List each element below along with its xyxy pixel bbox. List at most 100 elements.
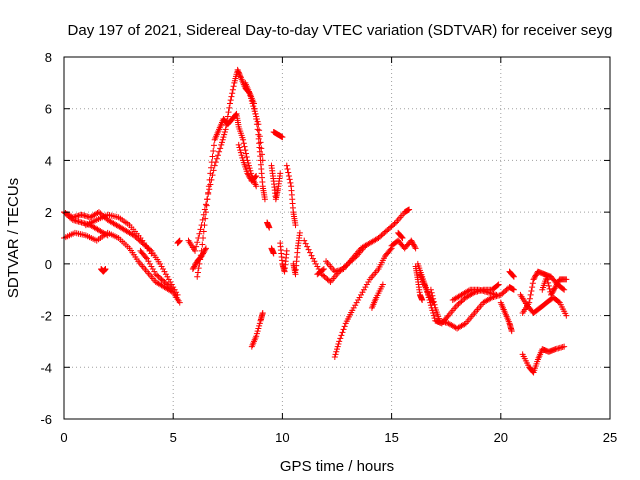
series-b8: [268, 162, 284, 203]
data-point: [202, 215, 209, 222]
data-point: [352, 302, 359, 309]
data-point: [548, 290, 555, 297]
data-point: [62, 210, 69, 217]
data-point: [102, 266, 109, 273]
data-point: [530, 276, 537, 283]
y-tick-label: 6: [45, 102, 52, 117]
data-point: [220, 134, 227, 141]
data-point: [379, 231, 386, 238]
data-point: [245, 162, 252, 169]
series-c7: [388, 237, 419, 252]
data-point: [200, 228, 207, 235]
data-point: [563, 312, 570, 319]
data-point: [146, 260, 153, 267]
series-b11: [264, 219, 273, 231]
series-b10: [268, 245, 277, 257]
data-point: [261, 196, 268, 203]
data-point: [312, 260, 319, 267]
data-point: [162, 271, 169, 278]
data-point: [226, 104, 233, 111]
data-point: [532, 272, 539, 279]
y-tick-label: 4: [45, 153, 52, 168]
data-point: [360, 286, 367, 293]
data-point: [391, 220, 398, 227]
data-point: [246, 174, 253, 181]
data-point: [323, 275, 330, 282]
y-tick-label: -4: [40, 360, 52, 375]
data-point: [458, 298, 465, 305]
data-point: [95, 209, 102, 216]
data-point: [251, 105, 258, 112]
data-point: [208, 159, 215, 166]
data-point: [246, 165, 253, 172]
series-d4: [449, 286, 500, 304]
data-point: [176, 237, 183, 244]
data-point: [254, 126, 261, 133]
data-point: [563, 276, 570, 283]
series-d2: [427, 284, 517, 332]
data-point: [376, 233, 383, 240]
data-point: [320, 266, 327, 273]
data-point: [266, 224, 273, 231]
data-point: [253, 172, 260, 179]
data-point: [132, 233, 139, 240]
data-point: [218, 139, 225, 146]
data-point: [388, 223, 395, 230]
data-point: [560, 285, 567, 292]
data-point: [242, 147, 249, 154]
series-a3: [82, 211, 155, 257]
data-point: [214, 152, 221, 159]
data-point: [285, 172, 292, 179]
data-point: [546, 285, 553, 292]
x-tick-label: 20: [494, 430, 508, 445]
data-point: [165, 282, 172, 289]
data-point: [283, 247, 290, 254]
data-point: [230, 83, 237, 90]
data-point: [192, 260, 199, 267]
data-point: [192, 247, 199, 254]
data-point: [203, 202, 210, 209]
series-b9: [283, 162, 299, 229]
data-point: [256, 133, 263, 140]
data-point: [292, 222, 299, 229]
chart-title: Day 197 of 2021, Sidereal Day-to-day VTE…: [68, 22, 613, 39]
data-point: [157, 260, 164, 267]
data-point: [138, 238, 145, 245]
series-a5: [98, 266, 109, 275]
data-point: [529, 284, 536, 291]
data-point: [335, 341, 342, 348]
data-point: [255, 121, 262, 128]
data-point: [419, 297, 426, 304]
data-point: [258, 145, 265, 152]
data-point: [379, 281, 386, 288]
data-point: [210, 147, 217, 154]
series-a4: [61, 209, 111, 239]
data-point: [412, 245, 419, 252]
data-point: [210, 142, 217, 149]
series-e6: [519, 343, 568, 376]
data-point: [429, 298, 436, 305]
data-point: [204, 196, 211, 203]
series-b1: [174, 237, 183, 247]
series-c5: [331, 245, 395, 360]
data-point: [284, 166, 291, 173]
data-point: [561, 343, 568, 350]
data-point: [207, 170, 214, 177]
data-point: [200, 235, 207, 241]
data-point: [529, 368, 536, 375]
data-point: [255, 325, 262, 332]
data-point: [250, 103, 257, 110]
data-point: [301, 237, 308, 244]
data-point: [190, 264, 197, 271]
data-point: [526, 299, 533, 306]
data-point: [358, 291, 365, 298]
data-point: [319, 266, 326, 273]
data-point: [237, 73, 244, 80]
data-point: [249, 100, 256, 107]
data-point: [161, 278, 168, 285]
data-point: [152, 271, 159, 278]
data-point: [503, 286, 510, 293]
data-point: [426, 293, 433, 300]
x-tick-label: 0: [60, 430, 67, 445]
data-point: [283, 162, 290, 169]
